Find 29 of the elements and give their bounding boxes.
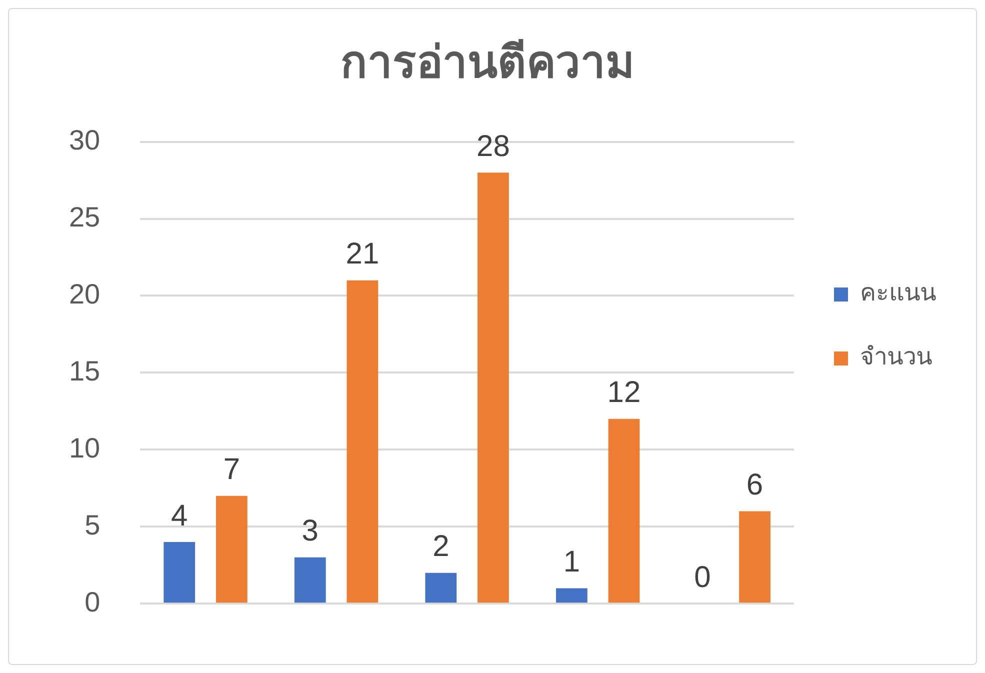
data-label: 0 <box>694 560 711 594</box>
bar <box>216 496 248 603</box>
y-tick-label: 5 <box>84 509 100 540</box>
bar <box>739 511 770 603</box>
chart-title: การอ่านตีความ <box>340 36 634 88</box>
data-label: 4 <box>171 499 188 532</box>
y-tick-label: 15 <box>68 355 100 386</box>
y-tick-label: 10 <box>68 432 100 464</box>
data-label: 3 <box>302 514 318 548</box>
bar <box>478 172 509 603</box>
y-tick-label: 30 <box>68 124 100 156</box>
legend-label: จำนวน <box>860 342 932 371</box>
data-label: 12 <box>607 376 641 410</box>
data-label: 1 <box>563 545 580 578</box>
bar <box>164 542 196 603</box>
legend-label: คะแนน <box>860 278 936 307</box>
y-tick-label: 0 <box>84 586 100 618</box>
y-tick-label: 25 <box>68 201 100 232</box>
bar <box>556 588 588 603</box>
data-label: 7 <box>223 453 240 486</box>
bar <box>425 572 457 603</box>
bar <box>294 557 326 603</box>
data-label: 6 <box>746 468 764 502</box>
data-label: 2 <box>432 530 450 564</box>
data-label: 21 <box>346 238 380 271</box>
y-tick-label: 20 <box>68 278 100 310</box>
bar <box>346 280 378 603</box>
bar <box>608 418 640 603</box>
data-label: 28 <box>476 130 510 163</box>
